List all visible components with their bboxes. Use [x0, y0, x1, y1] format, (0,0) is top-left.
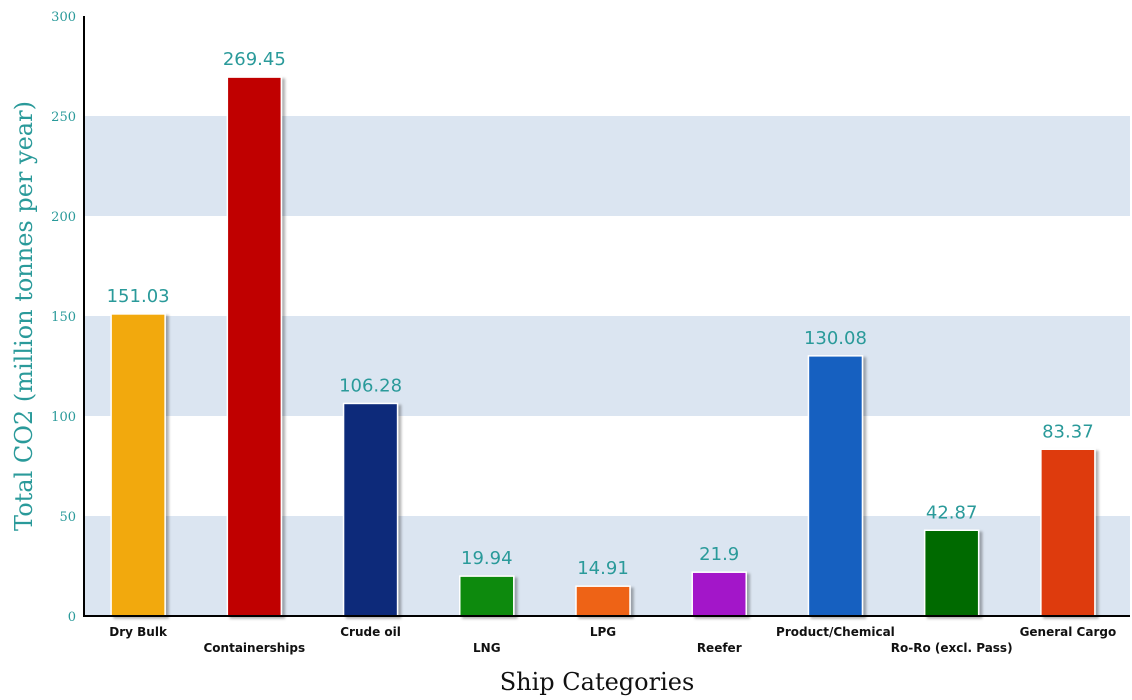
- bar-value-label: 130.08: [804, 328, 867, 349]
- bars: [110, 76, 1096, 617]
- category-label: Dry Bulk: [109, 625, 168, 639]
- category-label: General Cargo: [1020, 625, 1117, 639]
- value-labels: 151.03 269.45 106.28 19.94 14.91 21.9 130.08 42…: [107, 49, 1094, 579]
- y-tick-label: 250: [51, 110, 76, 125]
- category-label: Product/Chemical: [776, 625, 895, 639]
- category-labels: Dry Bulk Containerships Crude oil LNG LPG Ree…: [109, 625, 1116, 655]
- bar-value-label: 83.37: [1042, 421, 1094, 442]
- y-tick-label: 200: [51, 210, 76, 225]
- x-axis-label: Ship Categories: [500, 668, 695, 696]
- y-axis-ticks: 0 50 100 150 200 250 300: [51, 10, 76, 625]
- bar: [1040, 448, 1096, 617]
- y-tick-label: 100: [51, 410, 76, 425]
- bar: [110, 313, 166, 617]
- bar-value-label: 106.28: [339, 375, 402, 396]
- category-label: Containerships: [203, 641, 305, 655]
- y-axis-label: Total CO2 (million tonnes per year): [10, 101, 38, 531]
- category-label: Reefer: [697, 641, 742, 655]
- bar: [226, 76, 283, 617]
- y-tick-label: 50: [59, 510, 76, 525]
- category-label: Crude oil: [340, 625, 401, 639]
- y-tick-label: 150: [51, 310, 76, 325]
- bar-value-label: 269.45: [223, 49, 286, 70]
- bar: [459, 575, 515, 617]
- bar-value-label: 42.87: [926, 502, 978, 523]
- bar: [923, 529, 980, 617]
- category-label: LNG: [473, 641, 501, 655]
- category-label: Ro-Ro (excl. Pass): [891, 641, 1013, 655]
- category-label: LPG: [590, 625, 616, 639]
- bar-value-label: 151.03: [107, 286, 170, 307]
- bar: [807, 355, 864, 617]
- y-tick-label: 0: [68, 610, 76, 625]
- bar-value-label: 21.9: [699, 544, 739, 565]
- bar-value-label: 14.91: [577, 558, 629, 579]
- y-tick-label: 300: [51, 10, 76, 25]
- bar: [342, 402, 399, 617]
- bar: [575, 585, 631, 617]
- bar: [691, 571, 747, 617]
- bar-value-label: 19.94: [461, 548, 513, 569]
